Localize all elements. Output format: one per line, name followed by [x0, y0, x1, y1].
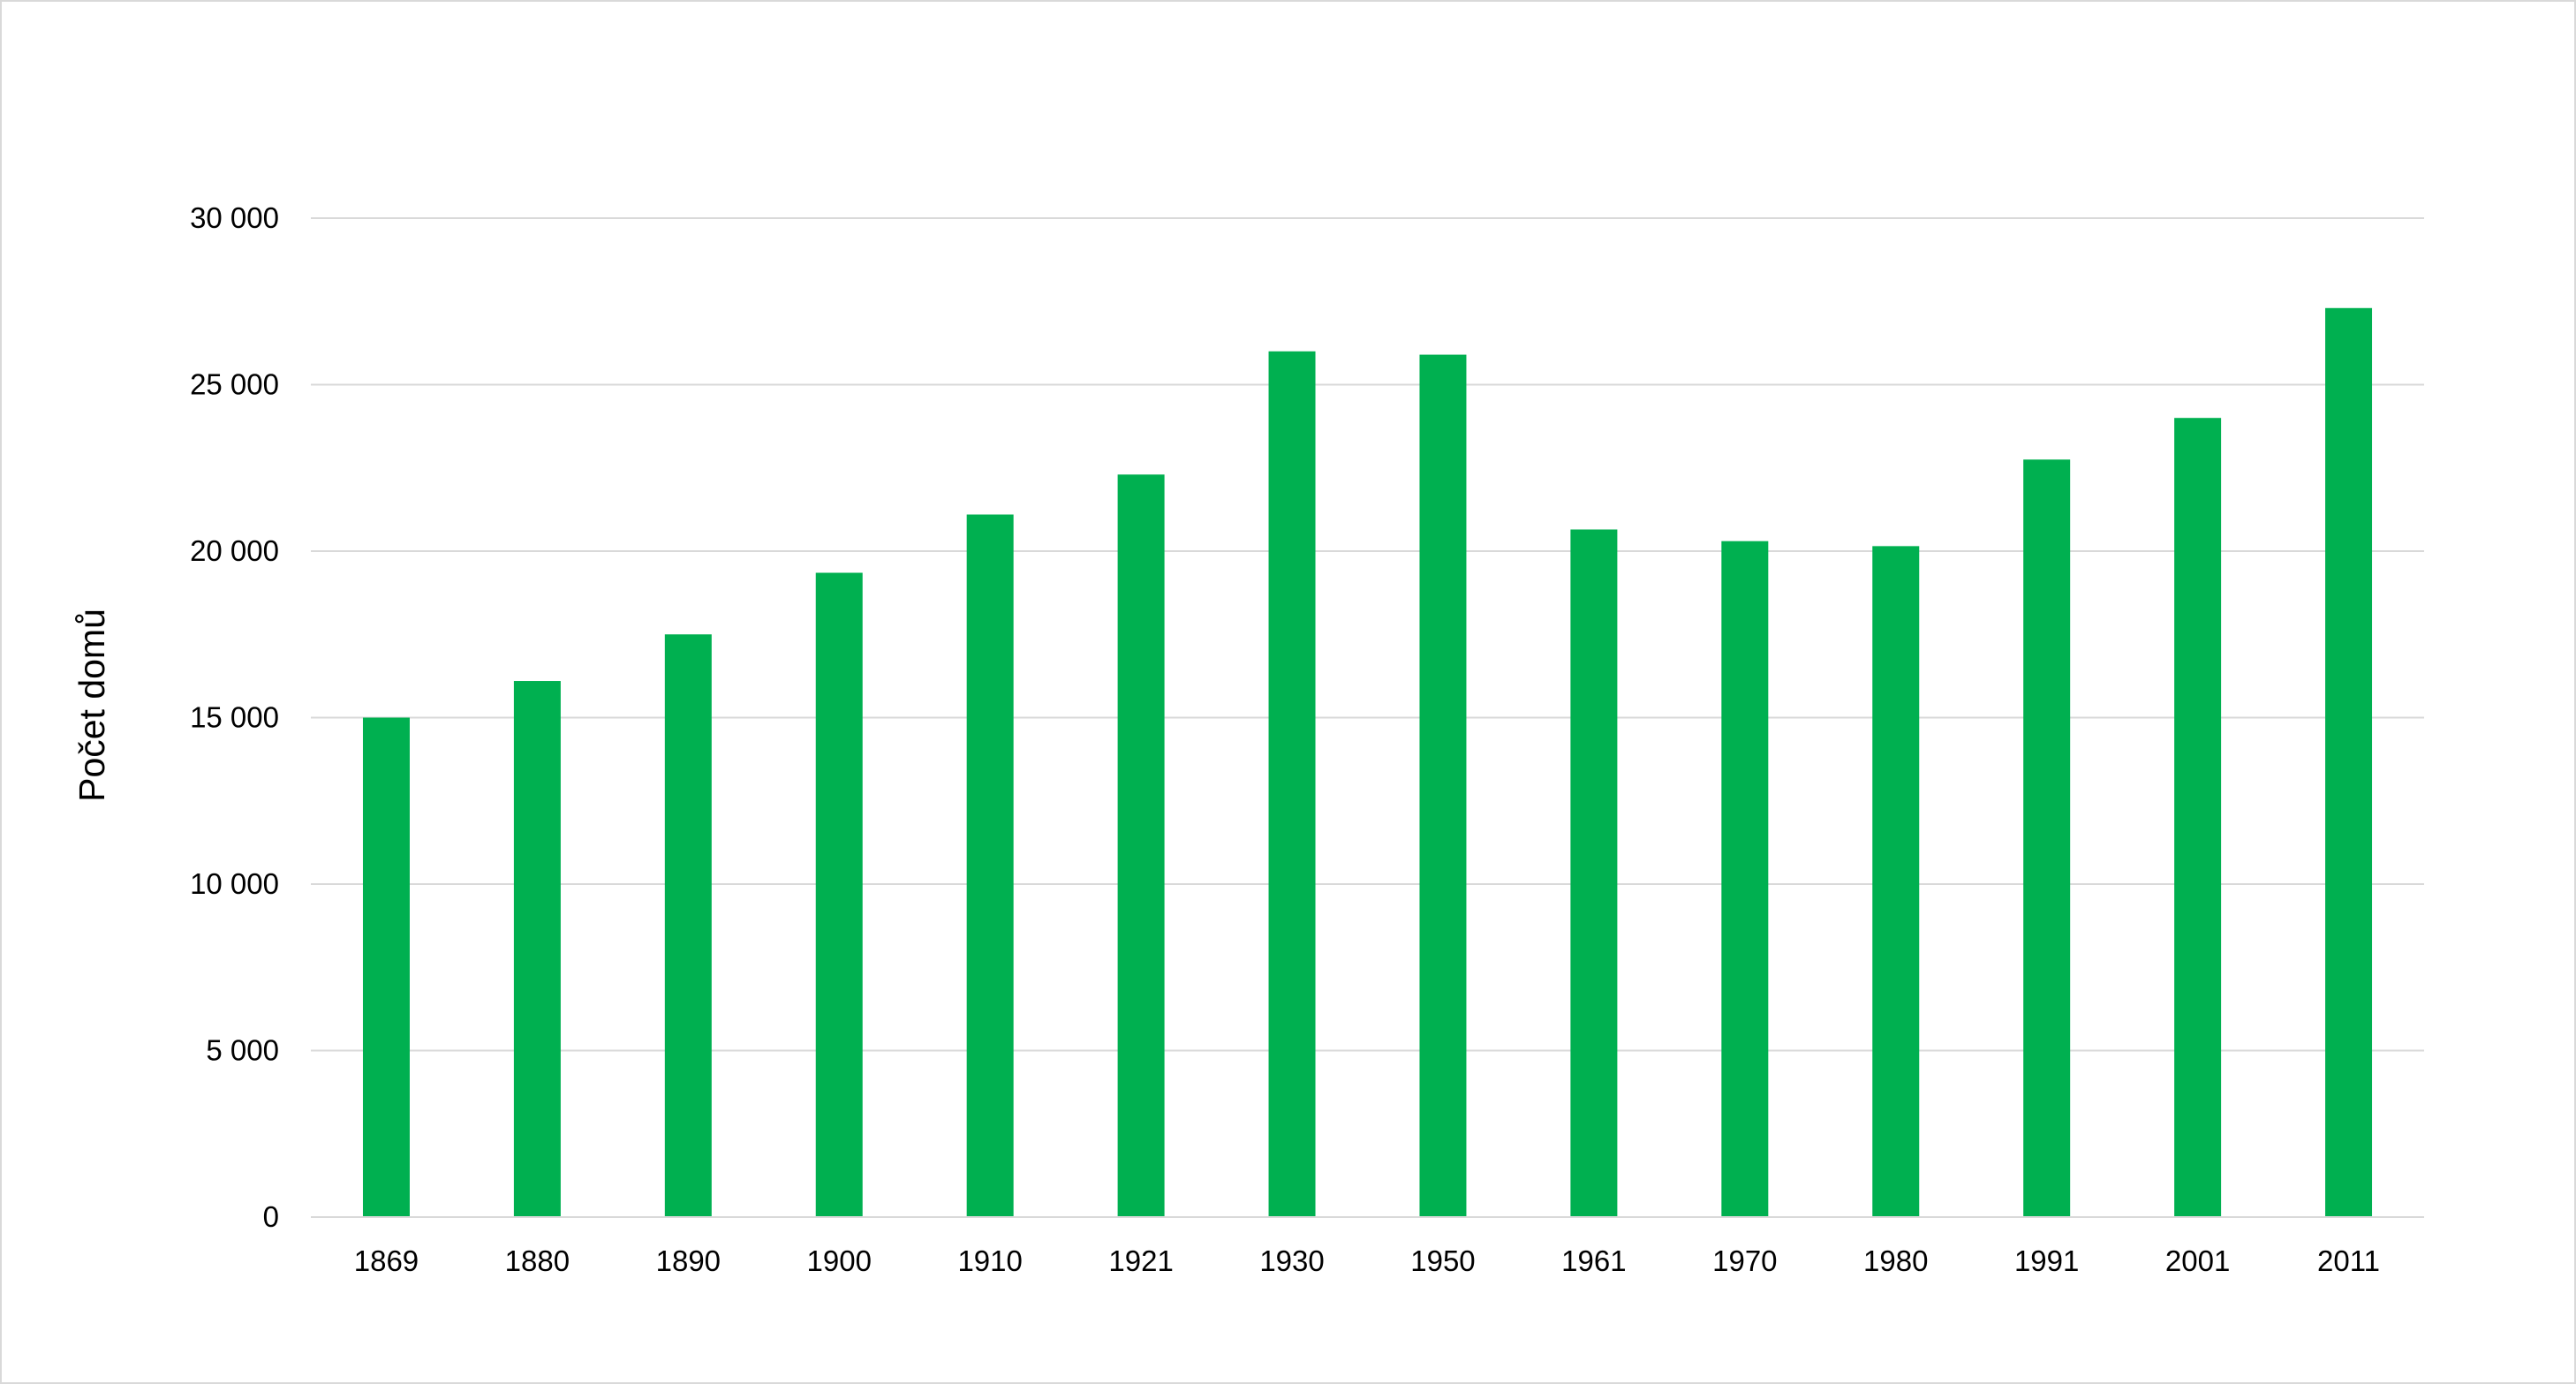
bar-1900	[815, 572, 863, 1217]
y-axis-tick-labels: 0 5 000 10 000 15 000 20 000 25 000 30 000	[190, 201, 279, 1233]
x-tick-label: 2011	[2317, 1244, 2380, 1277]
x-tick-label: 1950	[1410, 1244, 1475, 1277]
bar-2011	[2325, 307, 2373, 1217]
x-tick-label: 1900	[807, 1244, 872, 1277]
x-tick-label: 1970	[1712, 1244, 1777, 1277]
bar-2001	[2174, 418, 2222, 1217]
x-tick-label: 2001	[2165, 1244, 2230, 1277]
x-tick-label: 1880	[505, 1244, 570, 1277]
x-tick-label: 1961	[1561, 1244, 1626, 1277]
bar-1950	[1419, 354, 1467, 1217]
bar-1961	[1570, 529, 1618, 1217]
bar-1910	[966, 514, 1014, 1217]
y-tick-label: 20 000	[190, 534, 279, 567]
bars	[362, 307, 2373, 1217]
x-tick-label: 1869	[354, 1244, 419, 1277]
y-tick-label: 10 000	[190, 867, 279, 900]
bar-1869	[362, 717, 410, 1217]
bar-1970	[1721, 541, 1769, 1217]
bar-1991	[2023, 459, 2071, 1217]
y-tick-label: 0	[263, 1200, 279, 1233]
bar-1880	[513, 681, 561, 1217]
bar-1921	[1117, 474, 1165, 1217]
x-tick-label: 1921	[1108, 1244, 1173, 1277]
y-tick-label: 25 000	[190, 368, 279, 401]
bar-1980	[1872, 546, 1920, 1217]
x-tick-label: 1910	[957, 1244, 1022, 1277]
y-tick-label: 5 000	[206, 1034, 279, 1067]
y-tick-label: 15 000	[190, 701, 279, 734]
y-tick-label: 30 000	[190, 201, 279, 234]
gridlines	[311, 217, 2424, 1052]
y-axis-title: Počet domů	[72, 609, 112, 802]
x-tick-label: 1991	[2014, 1244, 2079, 1277]
x-tick-label: 1980	[1863, 1244, 1928, 1277]
x-tick-label: 1890	[656, 1244, 721, 1277]
x-tick-label: 1930	[1259, 1244, 1324, 1277]
bar-1930	[1268, 351, 1316, 1217]
x-axis-tick-labels: 1869 1880 1890 1900 1910 1921 1930 1950 1961 1970…	[354, 1244, 2380, 1277]
bar-1890	[664, 634, 712, 1217]
